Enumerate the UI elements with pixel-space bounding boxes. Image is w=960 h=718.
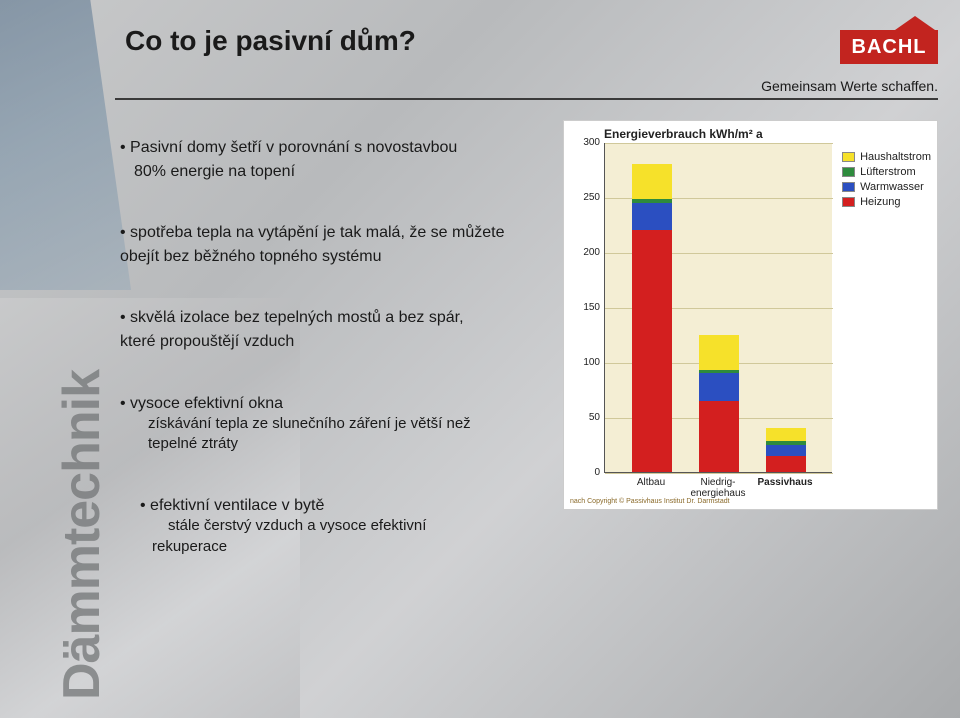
legend-item: Heizung: [842, 196, 931, 208]
bullet-5-sub-1: stále čerstvý vzduch a vysoce efektivní: [168, 516, 550, 536]
legend-swatch: [842, 167, 855, 177]
bar-segment-warmwasser: [766, 445, 806, 456]
bullet-content: • Pasivní domy šetří v porovnání s novos…: [120, 135, 550, 597]
bullet-5-line-1: • efektivní ventilace v bytě: [140, 495, 550, 517]
gridline: [605, 143, 833, 144]
legend-swatch: [842, 197, 855, 207]
legend-label: Heizung: [860, 196, 900, 208]
bar-segment-haushaltstrom: [699, 335, 739, 370]
bullet-2-line-1: • spotřeba tepla na vytápění je tak malá…: [120, 222, 550, 244]
bar-segment-haushaltstrom: [632, 164, 672, 199]
bullet-3-line-1: • skvělá izolace bez tepelných mostů a b…: [120, 307, 550, 329]
bullet-1-line-1: • Pasivní domy šetří v porovnání s novos…: [120, 137, 550, 159]
page-title: Co to je pasivní dům?: [125, 25, 416, 57]
bullet-4-line-1: • vysoce efektivní okna: [120, 393, 550, 415]
bullet-1-line-2: 80% energie na topení: [134, 161, 550, 183]
legend-item: Haushaltstrom: [842, 151, 931, 163]
logo-text: BACHL: [840, 30, 938, 64]
bar-segment-heizung: [766, 456, 806, 473]
y-tick-label: 0: [574, 467, 600, 478]
bullet-2: • spotřeba tepla na vytápění je tak malá…: [120, 222, 550, 267]
gridline: [605, 473, 833, 474]
y-tick-label: 150: [574, 302, 600, 313]
bullet-3-line-2: které propouštějí vzduch: [120, 331, 550, 353]
bullet-4-sub-1: získávání tepla ze slunečního záření je …: [148, 414, 550, 434]
legend-label: Warmwasser: [860, 181, 924, 193]
y-tick-label: 50: [574, 412, 600, 423]
bar-segment-lüfterstrom: [766, 441, 806, 444]
legend-item: Lüfterstrom: [842, 166, 931, 178]
bar-segment-heizung: [699, 401, 739, 473]
legend-label: Lüfterstrom: [860, 166, 916, 178]
legend-item: Warmwasser: [842, 181, 931, 193]
x-tick-label: Passivhaus: [750, 477, 820, 488]
bullet-3: • skvělá izolace bez tepelných mostů a b…: [120, 307, 550, 352]
chart-legend: Haushaltstrom Lüfterstrom Warmwasser Heizun…: [842, 151, 931, 211]
chart-title: Energieverbrauch kWh/m² a: [604, 127, 763, 141]
company-logo: BACHL: [840, 18, 938, 72]
bullet-5-sub-2: rekuperace: [152, 537, 550, 557]
bullet-4: • vysoce efektivní okna získávání tepla …: [120, 393, 550, 455]
bar-segment-warmwasser: [699, 373, 739, 401]
bullet-4-sub-2: tepelné ztráty: [148, 434, 550, 454]
bar-segment-haushaltstrom: [766, 428, 806, 441]
bullet-2-line-2: obejít bez běžného topného systému: [120, 246, 550, 268]
x-tick-label: Niedrig-energiehaus: [683, 477, 753, 499]
legend-swatch: [842, 152, 855, 162]
legend-label: Haushaltstrom: [860, 151, 931, 163]
y-tick-label: 200: [574, 247, 600, 258]
tagline: Gemeinsam Werte schaffen.: [761, 78, 938, 94]
x-tick-label: Altbau: [616, 477, 686, 488]
y-tick-label: 100: [574, 357, 600, 368]
watermark-text: Dämmtechnik: [52, 370, 112, 700]
bar-segment-warmwasser: [632, 203, 672, 231]
chart-plot-area: [604, 143, 832, 473]
y-tick-label: 300: [574, 137, 600, 148]
legend-swatch: [842, 182, 855, 192]
chart-copyright: nach Copyright © Passivhaus Institut Dr.…: [570, 498, 730, 505]
bullet-5: • efektivní ventilace v bytě stále čerst…: [120, 495, 550, 557]
header-divider: [115, 98, 938, 100]
bullet-1: • Pasivní domy šetří v porovnání s novos…: [120, 137, 550, 182]
bar-segment-lüfterstrom: [699, 370, 739, 373]
energy-chart: Energieverbrauch kWh/m² a Haushaltstrom L…: [563, 120, 938, 510]
bar-segment-heizung: [632, 230, 672, 472]
y-tick-label: 250: [574, 192, 600, 203]
roof-icon: [895, 16, 935, 30]
bar-segment-lüfterstrom: [632, 199, 672, 202]
